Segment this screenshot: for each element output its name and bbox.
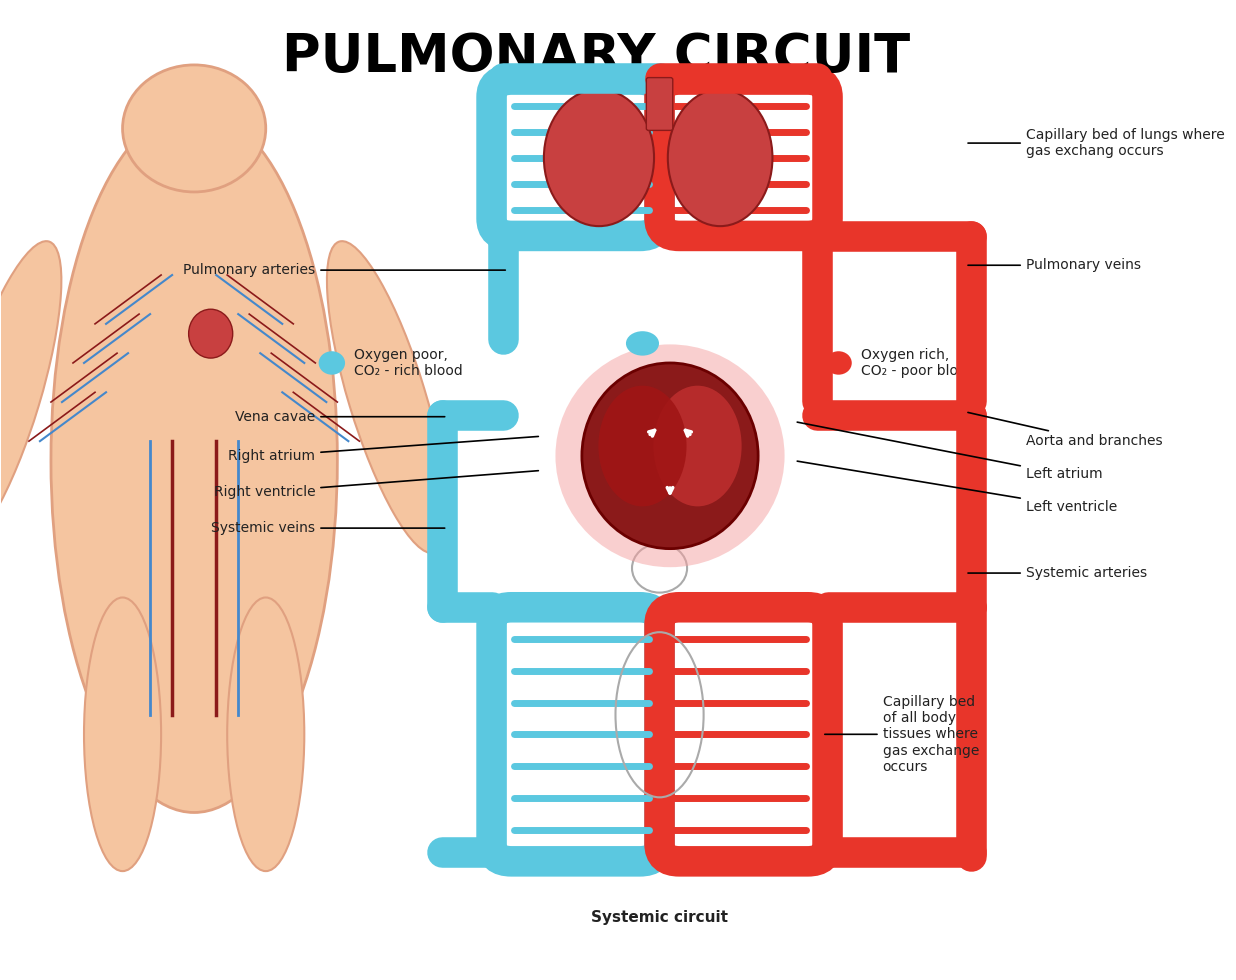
FancyBboxPatch shape xyxy=(646,77,672,130)
Text: Pulmonary veins: Pulmonary veins xyxy=(968,259,1141,272)
Ellipse shape xyxy=(51,109,337,812)
Text: Capillary bed of lungs where
gas exchang occurs: Capillary bed of lungs where gas exchang… xyxy=(968,128,1225,158)
Ellipse shape xyxy=(328,241,447,553)
Circle shape xyxy=(122,65,266,192)
Ellipse shape xyxy=(555,344,785,567)
Ellipse shape xyxy=(667,89,772,226)
Text: Right atrium: Right atrium xyxy=(229,436,539,463)
FancyBboxPatch shape xyxy=(497,84,822,231)
Ellipse shape xyxy=(654,386,742,507)
Text: PULMONARY CIRCUIT: PULMONARY CIRCUIT xyxy=(282,30,910,82)
Text: Oxygen rich,
CO₂ - poor blood: Oxygen rich, CO₂ - poor blood xyxy=(860,348,975,378)
Ellipse shape xyxy=(582,363,758,549)
Ellipse shape xyxy=(544,89,654,226)
Ellipse shape xyxy=(0,241,62,553)
Text: Oxygen poor,
CO₂ - rich blood: Oxygen poor, CO₂ - rich blood xyxy=(353,348,462,378)
Text: Vena cavae: Vena cavae xyxy=(235,410,445,423)
Text: Left atrium: Left atrium xyxy=(797,422,1103,481)
Text: Capillary bed
of all body
tissues where
gas exchange
occurs: Capillary bed of all body tissues where … xyxy=(824,695,979,773)
Ellipse shape xyxy=(189,310,232,358)
FancyBboxPatch shape xyxy=(497,612,822,857)
Ellipse shape xyxy=(84,598,161,871)
FancyBboxPatch shape xyxy=(167,138,221,177)
Text: Aorta and branches: Aorta and branches xyxy=(968,413,1162,448)
Text: Right ventricle: Right ventricle xyxy=(214,470,539,499)
Text: Pulmonary arteries: Pulmonary arteries xyxy=(183,263,506,277)
Text: Systemic circuit: Systemic circuit xyxy=(591,910,728,925)
Circle shape xyxy=(319,351,345,374)
Text: Left ventricle: Left ventricle xyxy=(797,462,1117,514)
Text: Systemic veins: Systemic veins xyxy=(211,521,445,535)
Ellipse shape xyxy=(227,598,304,871)
Ellipse shape xyxy=(598,386,686,507)
Text: Systemic arteries: Systemic arteries xyxy=(968,566,1147,580)
Ellipse shape xyxy=(625,331,659,356)
Circle shape xyxy=(826,351,852,374)
